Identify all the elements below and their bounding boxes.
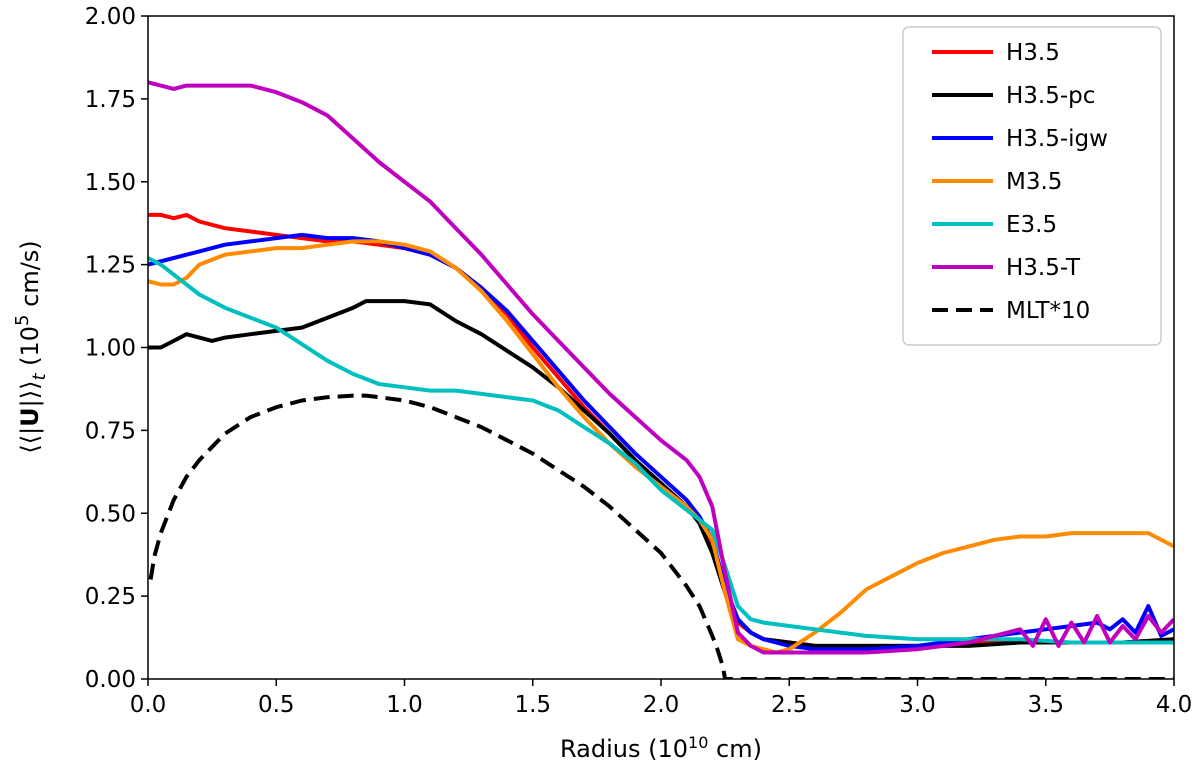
y-tick-label: 0.75	[85, 418, 136, 444]
series-line-mlt-10	[148, 393, 1174, 679]
legend-label: H3.5	[1006, 40, 1060, 66]
y-tick-label: 1.00	[85, 336, 136, 362]
x-tick-label: 0.5	[258, 692, 295, 718]
legend-label: MLT*10	[1006, 298, 1090, 324]
x-tick-label: 1.0	[386, 692, 423, 718]
legend-label: H3.5-pc	[1006, 83, 1095, 109]
y-tick-label: 1.75	[85, 87, 136, 113]
x-tick-label: 3.5	[1027, 692, 1064, 718]
y-tick-label: 0.00	[85, 667, 136, 693]
series-line-h3-5-pc	[148, 299, 1174, 648]
x-axis: 0.0 0.5 1.0 1.5 2.0 2.5 3.0 3.5 4.0	[130, 679, 1193, 718]
legend-label: H3.5-igw	[1006, 126, 1108, 152]
x-axis-label: Radius (1010 cm)	[560, 733, 762, 763]
series-line-e3-5	[148, 256, 1174, 645]
x-tick-label: 1.5	[514, 692, 551, 718]
x-tick-label: 2.5	[771, 692, 808, 718]
x-tick-label: 3.0	[899, 692, 936, 718]
series-layer	[148, 80, 1174, 679]
series-line-h3-5-igw	[148, 232, 1174, 652]
y-tick-label: 1.25	[85, 253, 136, 279]
y-tick-label: 2.00	[85, 4, 136, 30]
legend-label: H3.5-T	[1006, 255, 1081, 281]
legend-label: E3.5	[1006, 212, 1057, 238]
series-line-m3-5	[148, 239, 1174, 655]
y-tick-label: 0.25	[85, 584, 136, 610]
x-tick-label: 0.0	[130, 692, 167, 718]
y-tick-label: 0.50	[85, 501, 136, 527]
y-axis-label: ⟨⟨|U|⟩⟩t (105 cm/s)	[12, 240, 50, 453]
y-axis: 0.00 0.25 0.50 0.75 1.00 1.25 1.50 1.75 2.00	[85, 4, 148, 693]
legend: H3.5 H3.5-pc H3.5-igw M3.5 E3.5 H3.5-T MLT*10	[902, 26, 1162, 346]
y-tick-label: 1.50	[85, 170, 136, 196]
x-tick-label: 4.0	[1156, 692, 1193, 718]
x-tick-label: 2.0	[643, 692, 680, 718]
legend-label: M3.5	[1006, 169, 1062, 195]
series-line-h3-5-t	[148, 80, 1174, 655]
